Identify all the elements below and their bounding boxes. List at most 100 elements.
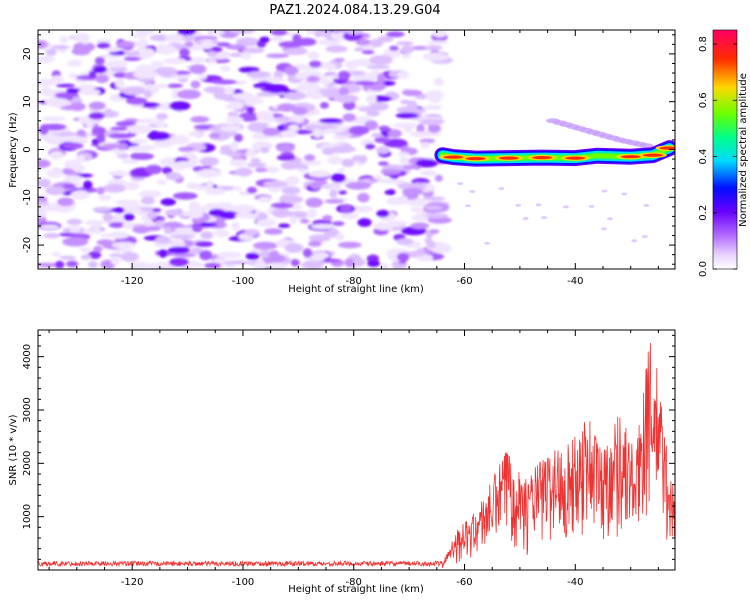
y-tick-label: 1000: [22, 504, 33, 529]
faint-speck: [469, 190, 476, 193]
noise-blob: [108, 231, 129, 239]
noise-blob: [260, 76, 284, 83]
noise-blob: [61, 142, 84, 150]
noise-blob: [155, 113, 168, 120]
noise-blob: [263, 262, 289, 269]
noise-blob: [340, 213, 359, 220]
noise-blob: [197, 74, 207, 80]
noise-blob: [290, 48, 303, 56]
noise-blob: [330, 145, 356, 153]
noise-blob: [54, 204, 73, 213]
noise-blob: [54, 92, 74, 99]
noise-blob: [264, 228, 283, 235]
noise-blob: [244, 229, 260, 237]
noise-blob: [262, 127, 280, 136]
noise-blob: [209, 30, 226, 35]
noise-blob: [415, 158, 438, 168]
noise-blob: [95, 39, 112, 44]
noise-blob: [122, 221, 134, 230]
noise-blob: [201, 39, 214, 50]
colorbar-tick-label: 0.8: [698, 36, 709, 52]
noise-blob: [419, 118, 445, 126]
noise-blob: [40, 224, 59, 229]
noise-blob: [163, 226, 173, 235]
noise-blob: [164, 209, 183, 217]
noise-blob: [62, 183, 76, 189]
x-tick-label: -40: [567, 577, 583, 588]
noise-blob: [399, 156, 409, 165]
noise-blob: [204, 262, 222, 269]
noise-blob: [227, 111, 239, 117]
noise-blob: [329, 189, 338, 199]
noise-blob: [255, 167, 268, 173]
noise-blob: [79, 247, 91, 253]
noise-blob: [186, 182, 200, 190]
noise-blob: [110, 256, 121, 266]
noise-blob: [65, 88, 82, 94]
noise-blob: [261, 166, 280, 174]
noise-blob: [393, 122, 417, 128]
noise-blob: [203, 86, 227, 94]
y-tick-label: -10: [22, 189, 33, 205]
noise-blob: [304, 84, 322, 92]
noise-blob: [88, 71, 97, 79]
noise-blob: [323, 128, 346, 133]
noise-blob: [92, 206, 113, 212]
noise-blob: [246, 71, 272, 78]
noise-blob: [402, 89, 423, 97]
noise-blob: [98, 194, 112, 201]
noise-blob: [190, 80, 201, 89]
noise-blob: [129, 138, 148, 144]
y-tick-label: -20: [22, 237, 33, 253]
noise-blob: [380, 263, 389, 269]
spectrogram-frame: [37, 29, 676, 270]
noise-blob: [155, 83, 169, 89]
noise-blob: [112, 248, 133, 253]
faint-speck: [541, 216, 548, 220]
noise-blob: [319, 79, 332, 85]
noise-blob: [55, 83, 76, 88]
noise-blob: [357, 192, 370, 203]
noise-blob: [271, 208, 291, 218]
snr-y-label: SNR (10 * v/v): [8, 414, 19, 485]
noise-blob: [309, 91, 323, 100]
noise-blob: [246, 162, 267, 168]
noise-blob: [433, 77, 444, 86]
noise-blob: [246, 186, 257, 194]
noise-blob: [191, 217, 205, 224]
noise-blob: [172, 192, 198, 200]
noise-blob: [59, 35, 69, 44]
noise-blob: [401, 53, 411, 59]
noise-blob: [96, 42, 111, 49]
noise-blob: [253, 82, 275, 88]
noise-blob: [345, 181, 371, 190]
noise-blob: [376, 146, 390, 155]
noise-blob: [366, 65, 391, 70]
noise-blob: [409, 207, 424, 213]
noise-blob: [234, 212, 260, 219]
noise-blob: [332, 221, 345, 227]
noise-blob: [88, 112, 105, 120]
signal-hotspot-core: [620, 155, 641, 159]
noise-blob: [45, 48, 57, 56]
noise-blob: [132, 226, 150, 234]
noise-blob: [314, 30, 323, 38]
noise-blob: [297, 168, 309, 173]
noise-blob: [153, 66, 178, 77]
noise-blob: [93, 245, 103, 253]
noise-blob: [250, 158, 261, 164]
noise-blob: [191, 224, 203, 233]
noise-blob: [422, 196, 446, 201]
noise-blob: [377, 73, 386, 84]
noise-blob: [169, 101, 191, 111]
noise-blob: [92, 222, 102, 230]
noise-blob: [234, 133, 243, 143]
noise-blob: [216, 251, 242, 259]
noise-blob: [80, 254, 92, 260]
noise-blob: [91, 126, 106, 135]
noise-blob: [430, 244, 452, 254]
noise-blob: [302, 70, 323, 75]
noise-blob: [285, 176, 300, 186]
noise-blob: [63, 159, 82, 170]
